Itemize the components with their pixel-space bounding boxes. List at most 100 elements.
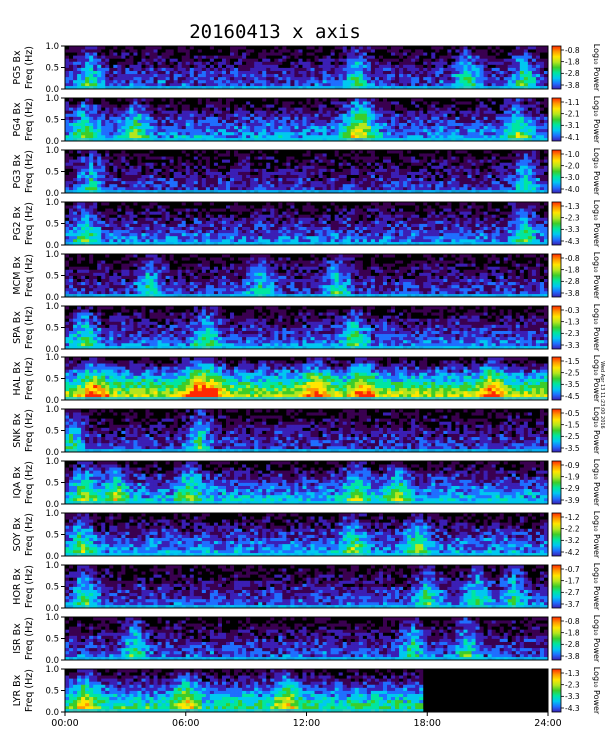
- power-cell: [419, 55, 424, 59]
- power-cell: [443, 125, 448, 130]
- power-cell: [378, 82, 384, 87]
- power-cell: [487, 156, 493, 160]
- power-cell: [213, 122, 219, 127]
- power-cell: [370, 153, 376, 157]
- power-cell: [254, 153, 259, 157]
- power-cell: [161, 79, 167, 84]
- power-cell: [246, 180, 251, 185]
- power-cell: [475, 61, 480, 65]
- power-cell: [439, 52, 444, 56]
- power-cell: [499, 61, 505, 65]
- power-cell: [491, 49, 497, 53]
- power-cell: [113, 101, 118, 105]
- power-cell: [141, 55, 146, 59]
- power-cell: [173, 76, 179, 81]
- power-cell: [258, 64, 263, 68]
- power-cell: [69, 183, 74, 188]
- power-cell: [262, 98, 267, 102]
- power-cell: [519, 70, 525, 75]
- power-cell: [387, 131, 392, 136]
- power-cell: [447, 52, 452, 56]
- power-cell: [161, 174, 167, 179]
- power-cell: [495, 171, 501, 175]
- power-cell: [270, 107, 275, 111]
- power-cell: [399, 73, 404, 78]
- power-cell: [125, 67, 130, 71]
- power-cell: [217, 52, 223, 56]
- power-cell: [302, 110, 307, 114]
- power-cell: [173, 101, 179, 105]
- power-cell: [189, 79, 195, 84]
- power-cell: [129, 46, 134, 50]
- power-cell: [294, 134, 299, 139]
- power-cell: [274, 76, 279, 81]
- power-cell: [471, 79, 476, 84]
- power-cell: [507, 116, 513, 120]
- power-cell: [101, 58, 106, 62]
- power-cell: [278, 119, 283, 123]
- power-cell: [499, 64, 505, 68]
- power-cell: [543, 128, 549, 133]
- power-cell: [213, 110, 219, 114]
- power-cell: [455, 165, 460, 169]
- power-cell: [230, 122, 235, 127]
- power-cell: [149, 67, 154, 71]
- power-cell: [391, 61, 396, 65]
- power-cell: [415, 168, 420, 172]
- power-cell: [403, 104, 408, 108]
- power-cell: [399, 107, 404, 111]
- power-cell: [338, 156, 344, 160]
- power-cell: [306, 174, 311, 179]
- power-cell: [407, 67, 412, 71]
- power-cell: [495, 125, 501, 130]
- power-cell: [435, 159, 440, 163]
- power-cell: [395, 128, 400, 133]
- power-cell: [326, 165, 332, 169]
- power-cell: [205, 64, 211, 68]
- power-cell: [334, 55, 340, 59]
- power-cell: [298, 116, 303, 120]
- power-cell: [411, 67, 416, 71]
- power-cell: [455, 150, 460, 154]
- power-cell: [137, 125, 142, 130]
- power-cell: [266, 82, 271, 87]
- power-cell: [262, 153, 267, 157]
- power-cell: [515, 110, 521, 114]
- power-cell: [382, 46, 388, 50]
- power-cell: [250, 186, 255, 191]
- power-cell: [161, 125, 167, 130]
- power-cell: [193, 79, 199, 84]
- power-cell: [403, 183, 408, 188]
- power-cell: [407, 156, 412, 160]
- power-cell: [65, 46, 70, 50]
- power-cell: [73, 67, 78, 71]
- power-cell: [254, 122, 259, 127]
- power-cell: [258, 171, 263, 175]
- power-cell: [515, 52, 521, 56]
- power-cell: [515, 116, 521, 120]
- power-cell: [374, 128, 380, 133]
- power-cell: [483, 128, 489, 133]
- power-cell: [177, 128, 183, 133]
- power-cell: [471, 58, 476, 62]
- power-cell: [173, 52, 179, 56]
- power-cell: [165, 73, 171, 78]
- power-cell: [121, 122, 126, 127]
- power-cell: [298, 67, 303, 71]
- power-cell: [447, 49, 452, 53]
- power-cell: [242, 186, 247, 191]
- power-cell: [141, 177, 146, 182]
- power-cell: [145, 70, 150, 75]
- power-cell: [217, 49, 223, 53]
- power-cell: [354, 183, 360, 188]
- power-cell: [181, 159, 187, 163]
- power-cell: [169, 46, 175, 50]
- power-cell: [515, 177, 521, 182]
- power-cell: [443, 162, 448, 166]
- power-cell: [358, 55, 364, 59]
- power-cell: [93, 186, 98, 191]
- power-cell: [419, 110, 424, 114]
- power-cell: [137, 58, 142, 62]
- power-cell: [217, 183, 223, 188]
- power-cell: [133, 131, 138, 136]
